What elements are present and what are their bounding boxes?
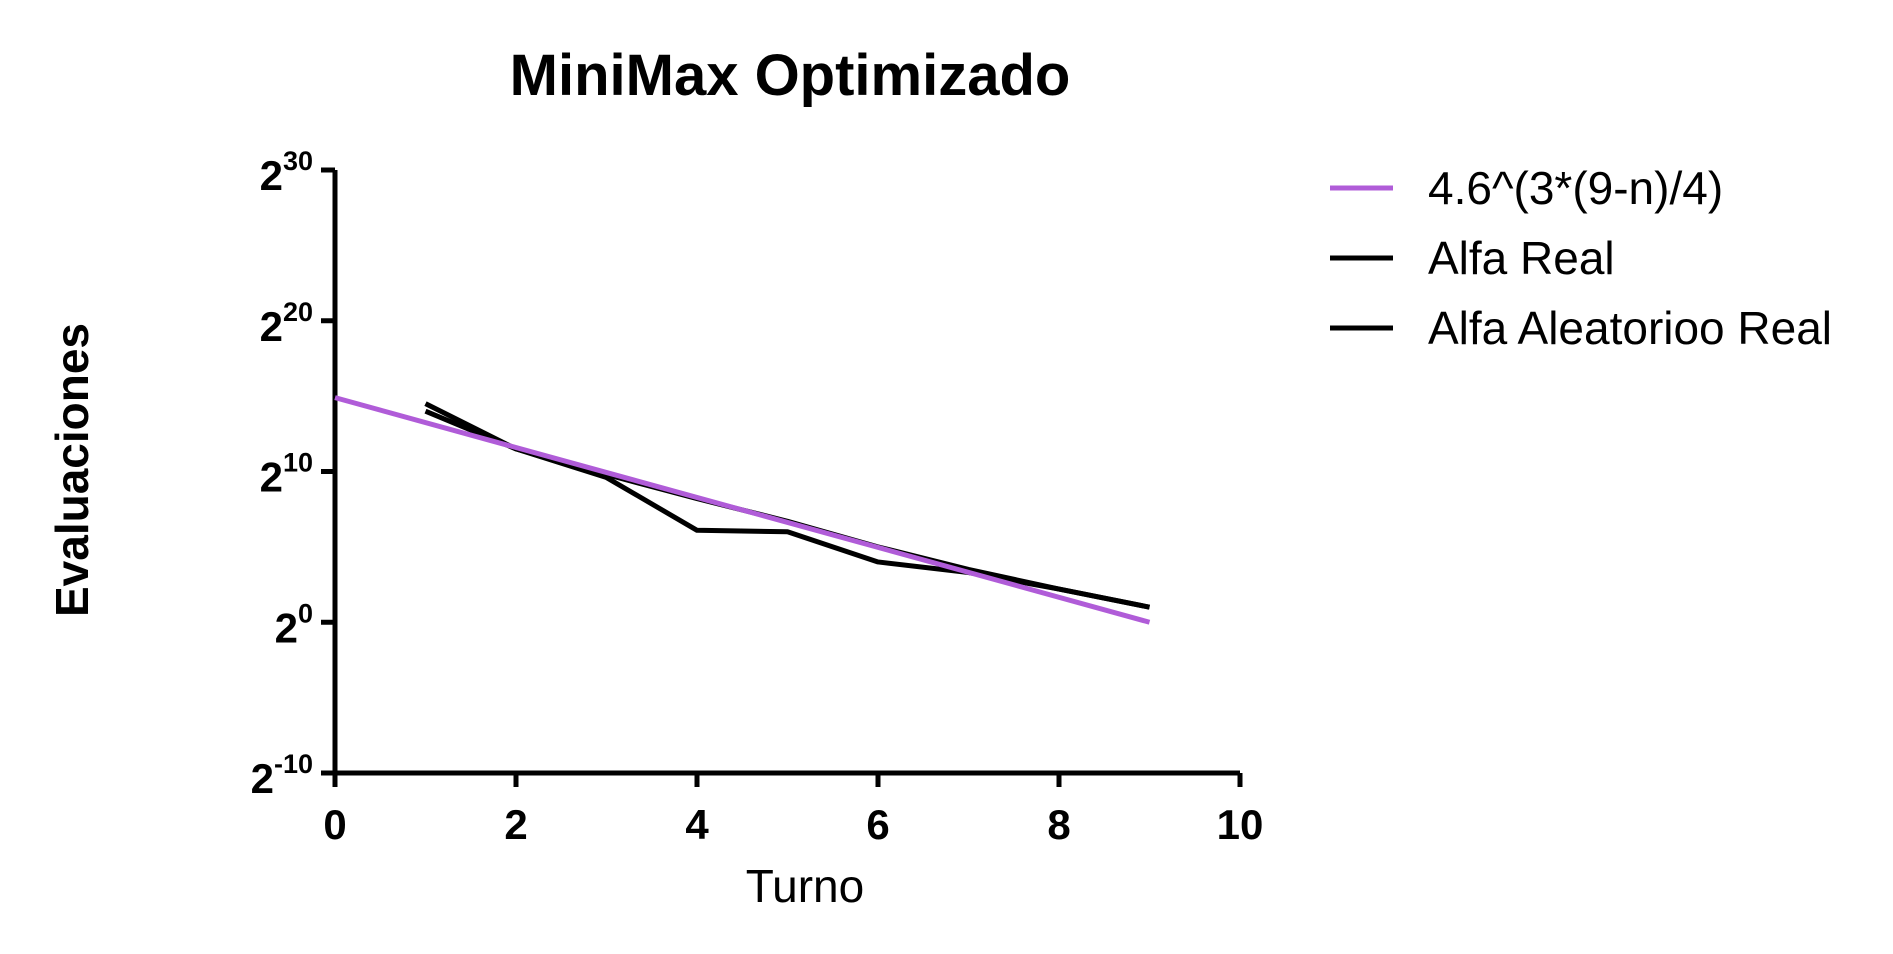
y-tick-label: 2-10	[251, 749, 313, 802]
x-tick-label: 8	[1047, 801, 1070, 848]
legend-label: Alfa Aleatorioo Real	[1428, 302, 1832, 354]
y-tick-base: 2	[260, 454, 283, 501]
y-tick-exponent: -10	[274, 749, 313, 779]
y-tick-exponent: 30	[283, 146, 313, 176]
y-tick-label: 230	[260, 146, 313, 199]
x-axis-label: Turno	[746, 860, 864, 912]
y-tick-exponent: 20	[283, 297, 313, 327]
legend: 4.6^(3*(9-n)/4) Alfa Real Alfa Aleatorioo …	[1330, 162, 1832, 354]
series-line-3	[424, 401, 1150, 610]
x-tick-label: 10	[1217, 801, 1264, 848]
x-tick-label: 2	[504, 801, 527, 848]
y-tick-exponent: 10	[283, 448, 313, 478]
series-line-2	[424, 408, 1150, 610]
legend-label: 4.6^(3*(9-n)/4)	[1428, 162, 1723, 214]
y-tick-label: 20	[275, 598, 313, 651]
y-tick-base: 2	[260, 152, 283, 199]
x-tick-label: 6	[866, 801, 889, 848]
legend-label: Alfa Real	[1428, 232, 1615, 284]
x-tick-label: 0	[323, 801, 346, 848]
x-tick-label: 4	[685, 801, 709, 848]
y-tick-exponent: 0	[298, 598, 313, 628]
chart-title: MiniMax Optimizado	[510, 43, 1071, 108]
y-tick-base: 2	[275, 604, 298, 651]
y-axis-label: Evaluaciones	[46, 323, 98, 617]
series-line-1	[334, 395, 1151, 625]
y-tick-label: 210	[260, 448, 313, 501]
y-tick-base: 2	[251, 755, 274, 802]
y-tick-base: 2	[260, 303, 283, 350]
y-tick-label: 220	[260, 297, 313, 350]
